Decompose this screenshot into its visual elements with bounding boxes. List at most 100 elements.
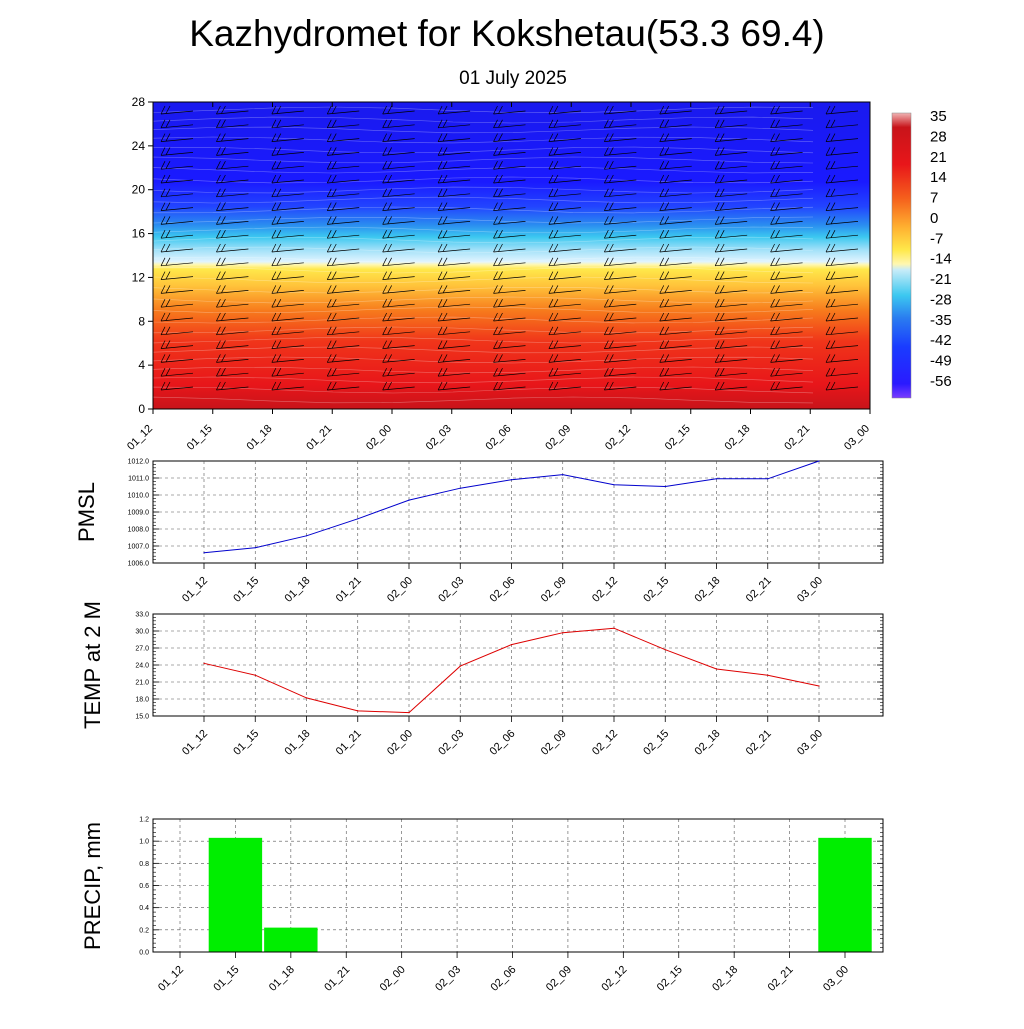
data-point [664, 649, 666, 651]
contour-line [152, 376, 814, 384]
contour-line [152, 266, 814, 274]
wind-barb [493, 368, 526, 377]
y-tick-label: 1009.0 [128, 510, 150, 517]
colorbar-strip [891, 112, 912, 399]
wind-barb [770, 271, 803, 280]
wind-barb [271, 202, 304, 211]
cross-section-y-axis: 0 4 8 12 16 20 24 28 [132, 95, 153, 416]
wind-barb [271, 216, 304, 225]
wind-barb [326, 133, 360, 142]
wind-barb [714, 188, 748, 198]
wind-barb [604, 299, 637, 308]
wind-barb [714, 340, 748, 349]
precip-bar [208, 837, 263, 952]
wind-barb [216, 230, 249, 239]
wind-barb [326, 299, 360, 308]
x-tick-label: 01_18 [267, 964, 297, 994]
wind-barb [382, 368, 415, 377]
data-point [459, 487, 461, 489]
wind-barb [659, 147, 692, 156]
contour-line [152, 246, 814, 254]
y-tick-label: 0 [138, 402, 145, 416]
y-tick-label: 0.2 [139, 927, 149, 934]
wind-barb [604, 216, 637, 225]
wind-barb [659, 326, 692, 336]
x-tick-label: 02_18 [710, 964, 740, 994]
x-tick-label: 02_15 [655, 964, 685, 994]
wind-barb [437, 216, 471, 225]
wind-barb [493, 161, 526, 170]
data-point [408, 712, 410, 714]
wind-barb [714, 326, 748, 336]
x-tick-label: 01_15 [211, 964, 241, 994]
wind-barb [714, 285, 748, 294]
y-tick-label: 16 [132, 227, 146, 241]
wind-barb [160, 354, 194, 363]
wind-barb [659, 216, 692, 225]
wind-barb [382, 202, 415, 211]
data-point [459, 665, 461, 667]
wind-barb [825, 326, 859, 336]
wind-barb [770, 216, 803, 225]
y-axis-label: PMSL [74, 482, 99, 542]
wind-barb [437, 230, 471, 239]
y-tick-label: 1.0 [139, 839, 149, 846]
y-tick-label: 27.0 [135, 646, 149, 653]
wind-barb [216, 354, 249, 363]
y-tick-label: 21.0 [135, 680, 149, 687]
x-tick-label: 01_12 [156, 964, 186, 994]
wind-barb [714, 257, 748, 267]
wind-barb [825, 147, 859, 156]
wind-barb [714, 381, 748, 391]
wind-barb [326, 354, 360, 363]
wind-barb [216, 188, 249, 198]
wind-barb [326, 174, 360, 184]
wind-barb [382, 174, 415, 184]
wind-barb [160, 174, 194, 184]
wind-barb [825, 230, 859, 239]
wind-barb [382, 299, 415, 308]
wind-barb [216, 147, 249, 156]
temp-panel: 15.0 18.0 21.0 24.0 27.0 30.0 33.0 01_12 01_15 01… [80, 601, 884, 758]
wind-barb [382, 381, 415, 391]
wind-barb [659, 243, 692, 253]
wind-barb [659, 105, 692, 115]
wind-barb [659, 230, 692, 239]
wind-barb [548, 119, 581, 129]
wind-barb [548, 147, 581, 156]
wind-barb [659, 299, 692, 308]
x-tick-label: 02_18 [693, 728, 723, 758]
x-tick-label: 01_18 [283, 728, 313, 758]
wind-barb [326, 230, 360, 239]
wind-barb [271, 299, 304, 308]
wind-barb [548, 161, 581, 170]
wind-barb [659, 368, 692, 377]
contour-line [152, 146, 814, 154]
contour-line [152, 276, 814, 284]
x-tick-label: 01_21 [304, 423, 334, 453]
contour-line [152, 306, 814, 314]
precip-bar [264, 927, 318, 952]
data-point [613, 484, 615, 486]
wind-barb [714, 119, 748, 129]
wind-barb [382, 340, 415, 349]
colorbar-label: 35 [930, 108, 947, 125]
wind-barb [493, 147, 526, 156]
wind-barb [493, 105, 526, 115]
data-point [715, 478, 718, 480]
wind-barb [160, 119, 194, 129]
contour-line [152, 386, 814, 394]
colorbar-label: 0 [930, 210, 938, 227]
wind-barb [770, 147, 803, 156]
x-tick-label: 02_12 [599, 964, 629, 994]
wind-barb [326, 188, 360, 198]
data-point [254, 674, 256, 676]
y-tick-label: 1011.0 [128, 476, 149, 483]
data-point [357, 518, 359, 520]
wind-barb [604, 326, 637, 336]
wind-barb [382, 230, 415, 239]
x-tick-label: 02_12 [590, 575, 620, 605]
cross-section-panel: 0 4 8 12 16 20 24 28 01_12 01_15 01_18 01_21 02_00 0… [125, 95, 872, 453]
x-tick-label: 01_12 [180, 728, 210, 758]
data-point [562, 632, 564, 634]
